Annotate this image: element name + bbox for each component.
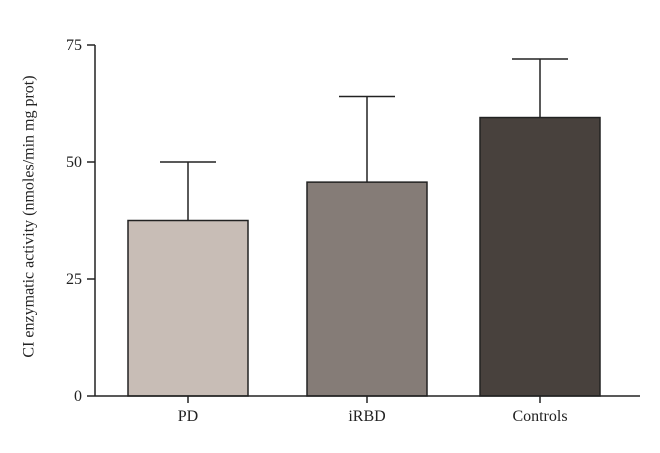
bar-controls xyxy=(479,116,601,397)
y-tick-label: 50 xyxy=(66,154,82,171)
y-axis-label: CI enzymatic activity (nmoles/min mg pro… xyxy=(21,75,38,357)
x-tick-label: Controls xyxy=(512,408,567,425)
y-tick-label: 0 xyxy=(74,388,82,405)
bars-group xyxy=(127,116,601,397)
y-tick-label: 25 xyxy=(66,271,82,288)
bar-pd xyxy=(127,219,249,397)
x-tick-label: PD xyxy=(178,408,198,425)
y-tick-label: 75 xyxy=(66,37,82,54)
bar-irbd xyxy=(306,181,428,397)
x-tick-label: iRBD xyxy=(348,408,385,425)
y-ticks-group: 0 25 50 75 xyxy=(66,37,95,405)
x-ticks-group: PD iRBD Controls xyxy=(178,396,568,425)
error-bars-group xyxy=(160,58,568,221)
